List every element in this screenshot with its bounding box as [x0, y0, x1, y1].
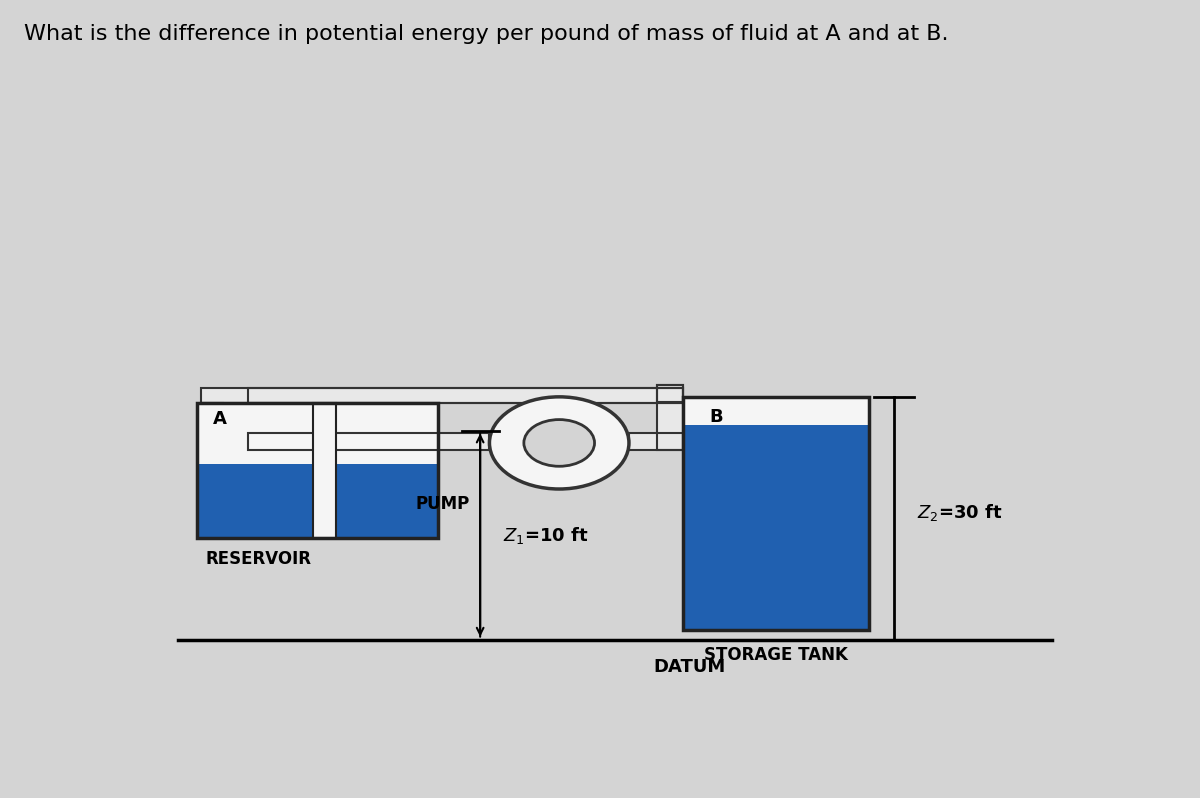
Text: $Z_2$=30 ft: $Z_2$=30 ft	[917, 502, 1003, 523]
Text: $Z_1$=10 ft: $Z_1$=10 ft	[504, 524, 589, 546]
Bar	[629, 433, 683, 450]
Bar	[313, 403, 336, 538]
Text: STORAGE TANK: STORAGE TANK	[704, 646, 848, 664]
Text: A: A	[214, 410, 227, 429]
Bar	[656, 385, 683, 401]
Bar	[247, 388, 683, 403]
Bar	[656, 385, 683, 450]
Circle shape	[490, 397, 629, 489]
Bar	[247, 388, 683, 403]
Bar	[202, 388, 683, 403]
Bar	[656, 385, 683, 401]
Bar	[683, 425, 869, 630]
Bar	[683, 397, 869, 425]
Text: DATUM: DATUM	[653, 658, 726, 676]
Text: What is the difference in potential energy per pound of mass of fluid at A and a: What is the difference in potential ener…	[24, 24, 948, 44]
Text: PUMP: PUMP	[415, 495, 469, 513]
Bar	[313, 403, 336, 538]
Bar	[202, 388, 683, 403]
Bar	[656, 385, 683, 450]
Bar	[683, 397, 869, 630]
Bar	[197, 403, 438, 538]
Text: RESERVOIR: RESERVOIR	[206, 551, 312, 568]
Text: B: B	[709, 408, 722, 426]
Bar	[247, 433, 490, 450]
Bar	[313, 465, 336, 538]
Circle shape	[524, 420, 594, 466]
Bar	[197, 403, 438, 464]
Bar	[197, 464, 438, 538]
Bar	[629, 433, 683, 450]
Bar	[247, 433, 490, 450]
